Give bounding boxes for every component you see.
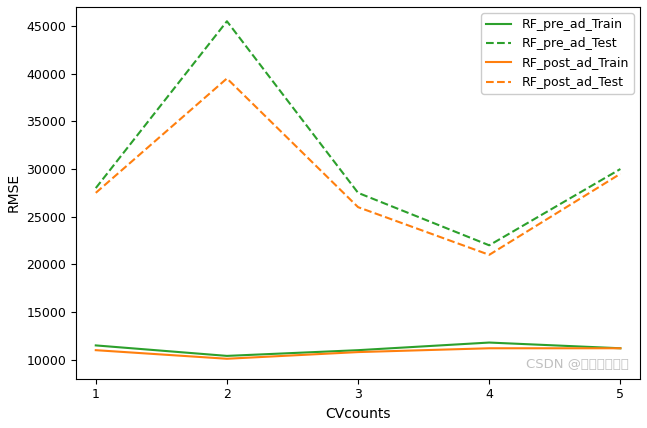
RF_pre_ad_Train <box>617 346 624 351</box>
RF_post_ad_Test <box>223 76 231 81</box>
Y-axis label: RMSE: RMSE <box>7 173 21 212</box>
RF_post_ad_Test <box>485 252 493 257</box>
Line: RF_pre_ad_Train: RF_pre_ad_Train <box>96 342 620 356</box>
RF_pre_ad_Train <box>92 343 100 348</box>
RF_post_ad_Train <box>617 346 624 351</box>
Line: RF_post_ad_Train: RF_post_ad_Train <box>96 348 620 359</box>
RF_post_ad_Test <box>92 190 100 196</box>
RF_post_ad_Train <box>354 350 362 355</box>
RF_post_ad_Test <box>354 205 362 210</box>
Line: RF_post_ad_Test: RF_post_ad_Test <box>96 78 620 255</box>
RF_pre_ad_Test <box>223 19 231 24</box>
RF_pre_ad_Test <box>485 243 493 248</box>
RF_post_ad_Test <box>617 171 624 176</box>
Text: CSDN @虚心求知的熊: CSDN @虚心求知的熊 <box>526 358 629 372</box>
Line: RF_pre_ad_Test: RF_pre_ad_Test <box>96 21 620 245</box>
Legend: RF_pre_ad_Train, RF_pre_ad_Test, RF_post_ad_Train, RF_post_ad_Test: RF_pre_ad_Train, RF_pre_ad_Test, RF_post… <box>481 13 634 94</box>
RF_post_ad_Train <box>223 356 231 361</box>
RF_pre_ad_Test <box>354 190 362 196</box>
RF_pre_ad_Test <box>617 166 624 172</box>
RF_post_ad_Train <box>485 346 493 351</box>
RF_pre_ad_Train <box>223 354 231 359</box>
RF_pre_ad_Train <box>354 348 362 353</box>
RF_post_ad_Train <box>92 348 100 353</box>
RF_pre_ad_Test <box>92 185 100 190</box>
X-axis label: CVcounts: CVcounts <box>325 407 391 421</box>
RF_pre_ad_Train <box>485 340 493 345</box>
